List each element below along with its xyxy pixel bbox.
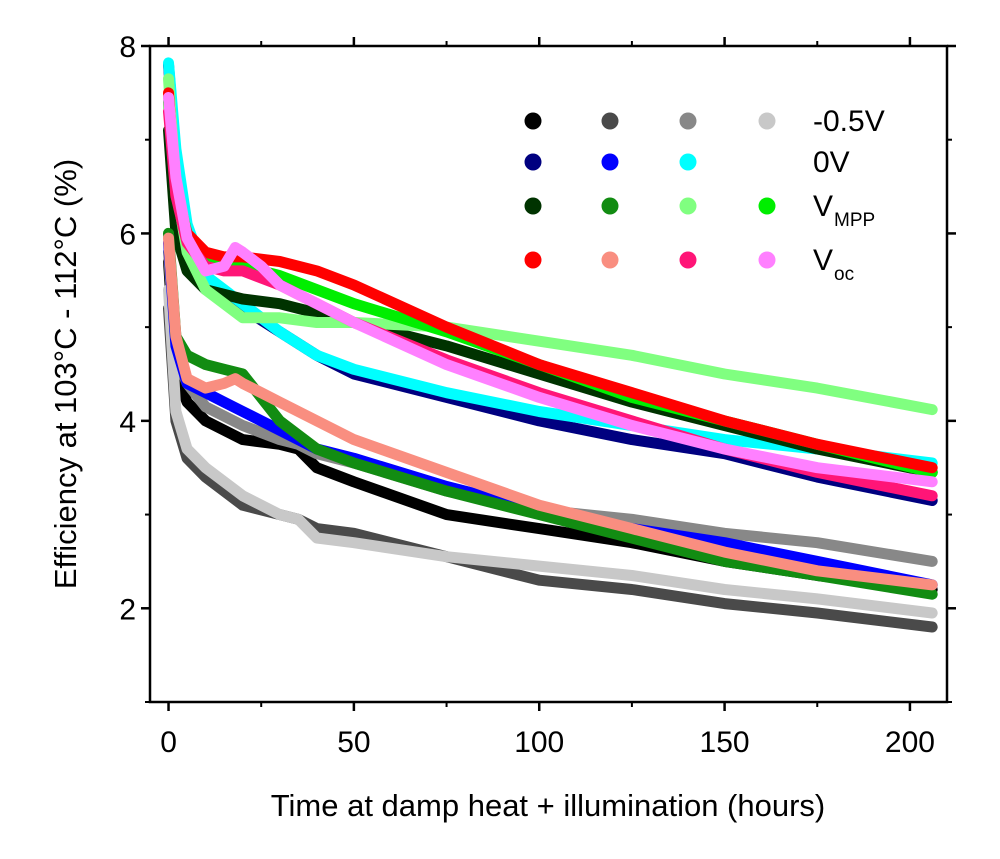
legend-marker: [679, 112, 697, 130]
series-line-9: [163, 227, 938, 600]
legend-marker: [758, 251, 776, 269]
legend-label: VMPP: [813, 190, 875, 231]
y-tick-label: 6: [119, 218, 136, 251]
y-tick-label: 4: [119, 406, 136, 439]
x-tick-label: 150: [700, 726, 750, 759]
legend-marker: [758, 112, 776, 130]
legend-marker: [601, 112, 619, 130]
x-tick-label: 50: [337, 726, 370, 759]
legend-label: 0V: [813, 146, 850, 179]
series-line-2: [163, 302, 938, 633]
legend: -0.5V 0V VMPP Voc: [524, 105, 885, 285]
legend-marker: [601, 197, 619, 215]
series-line-13: [163, 232, 938, 591]
series-line-15: [163, 92, 938, 488]
legend-marker: [601, 153, 619, 171]
legend-marker: [679, 197, 697, 215]
y-axis-title: Efficiency at 103°C - 112°C (%): [48, 159, 83, 589]
y-tick-label: 8: [119, 31, 136, 64]
plot-frame: [148, 44, 949, 704]
x-tick-label: 200: [885, 726, 935, 759]
x-tick-label: 100: [514, 726, 564, 759]
legend-marker: [524, 251, 542, 269]
series-line-10: [163, 73, 938, 416]
legend-marker: [758, 197, 776, 215]
legend-label: Voc: [813, 244, 854, 285]
y-tick-label: 2: [119, 593, 136, 626]
legend-label: -0.5V: [813, 105, 885, 138]
series-line-4: [163, 284, 938, 619]
legend-marker: [601, 251, 619, 269]
legend-marker: [679, 251, 697, 269]
series-layer: [163, 57, 938, 633]
legend-marker: [524, 153, 542, 171]
x-axis-title: Time at damp heat + illumination (hours): [271, 788, 826, 823]
x-tick-label: 0: [160, 726, 177, 759]
ticks-layer: 0 50 100 150 200 2 4 6 8: [119, 31, 956, 759]
legend-marker: [524, 197, 542, 215]
legend-marker: [524, 112, 542, 130]
legend-marker: [679, 153, 697, 171]
